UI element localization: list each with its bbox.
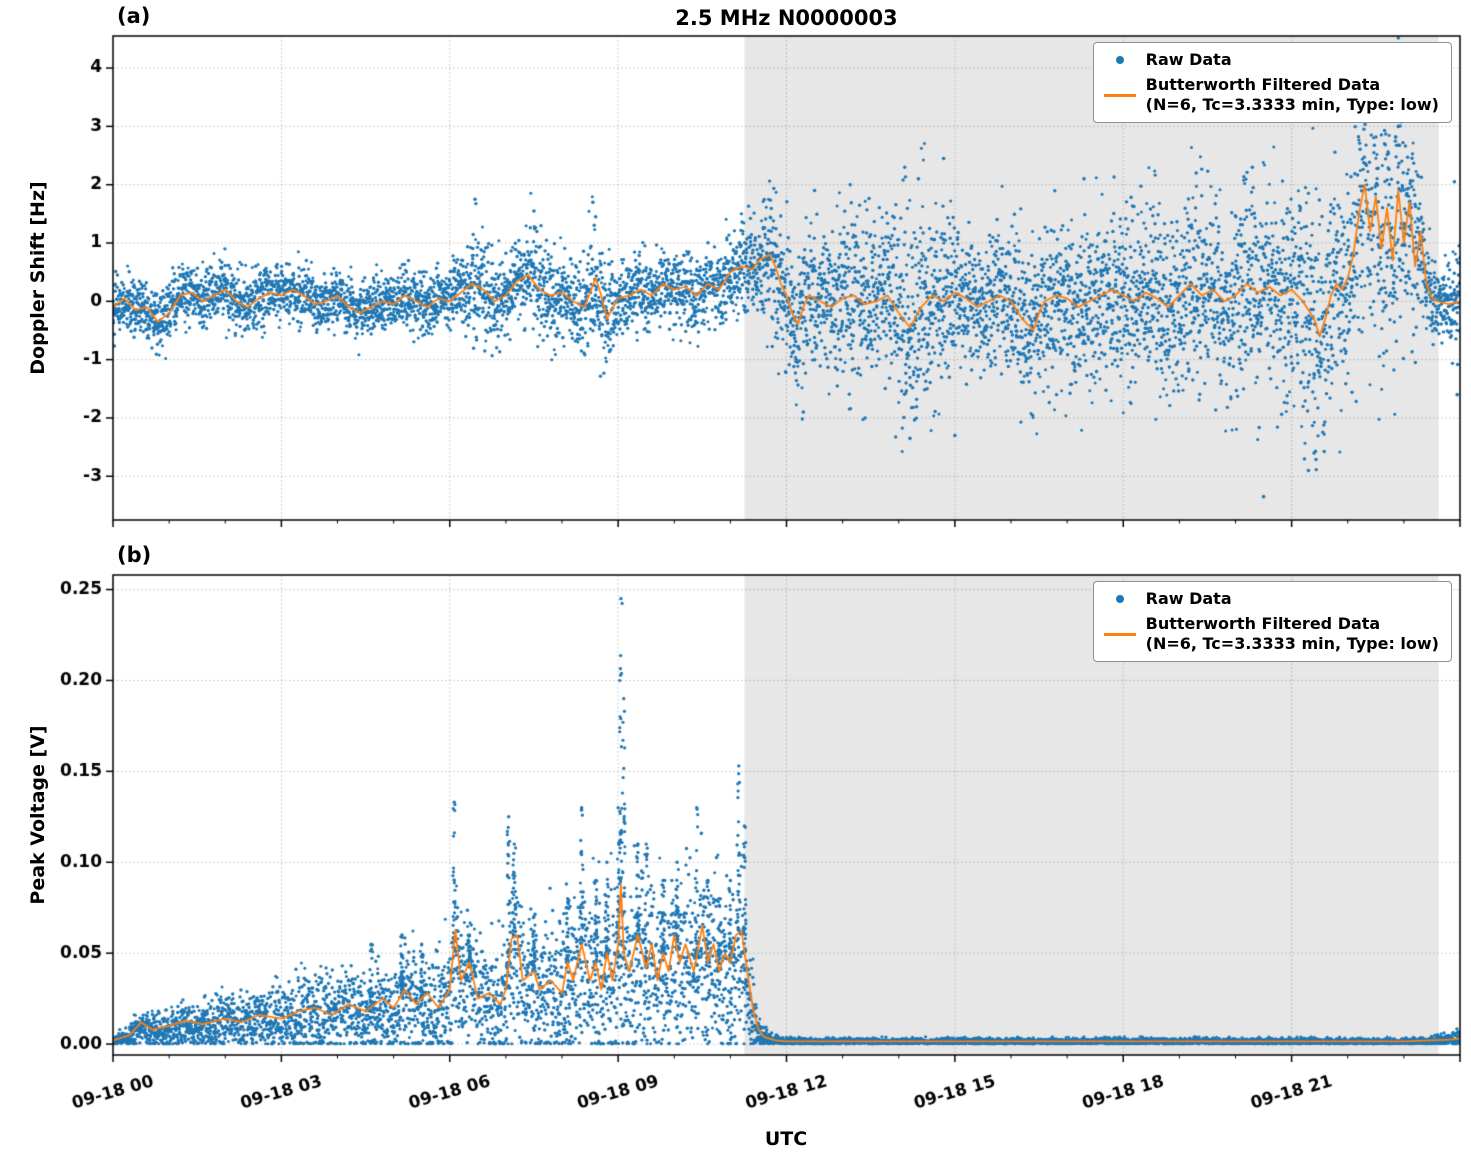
y-axis-label-doppler: Doppler Shift [Hz]	[27, 181, 49, 375]
legend-filtered-line1: Butterworth Filtered Data	[1145, 614, 1381, 633]
legend-raw-label: Raw Data	[1145, 50, 1232, 69]
filtered-line-icon	[1102, 93, 1138, 97]
legend-panel-b: Raw Data Butterworth Filtered Data (N=6,…	[1092, 581, 1452, 662]
y-axis-label-voltage: Peak Voltage [V]	[27, 725, 49, 905]
x-axis-label: UTC	[764, 1128, 808, 1150]
legend-filtered-label: Butterworth Filtered Data (N=6, Tc=3.333…	[1146, 75, 1439, 115]
legend-filtered-line1: Butterworth Filtered Data	[1145, 75, 1381, 94]
raw-data-marker-icon	[1102, 56, 1138, 64]
legend-filtered-label: Butterworth Filtered Data (N=6, Tc=3.333…	[1146, 614, 1439, 654]
legend-filtered-line2: (N=6, Tc=3.3333 min, Type: low)	[1145, 634, 1439, 653]
legend-entry-raw: Raw Data	[1102, 50, 1439, 70]
chart-title: 2.5 MHz N0000003	[675, 6, 898, 30]
legend-entry-filtered: Butterworth Filtered Data (N=6, Tc=3.333…	[1102, 614, 1439, 654]
legend-entry-raw: Raw Data	[1102, 589, 1439, 609]
raw-data-marker-icon	[1102, 595, 1138, 603]
legend-filtered-line2: (N=6, Tc=3.3333 min, Type: low)	[1145, 95, 1439, 114]
legend-raw-label: Raw Data	[1145, 589, 1232, 608]
legend-entry-filtered: Butterworth Filtered Data (N=6, Tc=3.333…	[1102, 75, 1439, 115]
panel-a-label: (a)	[117, 4, 151, 28]
legend-panel-a: Raw Data Butterworth Filtered Data (N=6,…	[1092, 42, 1452, 123]
filtered-line-icon	[1102, 632, 1138, 636]
panel-b-label: (b)	[117, 543, 152, 567]
